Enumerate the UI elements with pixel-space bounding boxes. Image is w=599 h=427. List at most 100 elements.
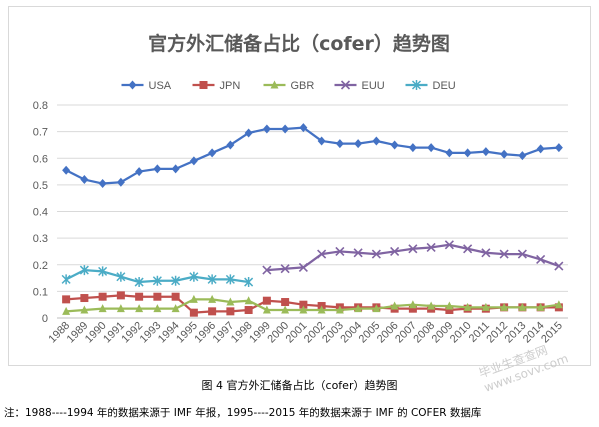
data-point bbox=[463, 148, 472, 158]
data-point bbox=[481, 302, 490, 311]
data-point bbox=[317, 305, 326, 314]
y-tick-label: 0.6 bbox=[33, 153, 48, 165]
data-point bbox=[98, 304, 107, 313]
data-point bbox=[518, 151, 527, 161]
data-point bbox=[317, 136, 326, 146]
data-point bbox=[390, 246, 400, 257]
data-point bbox=[536, 144, 545, 154]
data-point bbox=[481, 147, 490, 157]
data-point bbox=[299, 300, 308, 309]
data-point bbox=[536, 254, 546, 264]
data-point bbox=[134, 277, 144, 288]
data-point bbox=[135, 292, 144, 301]
data-point bbox=[189, 294, 198, 303]
legend-item: JPN bbox=[192, 80, 241, 92]
data-point bbox=[500, 149, 509, 159]
data-point bbox=[98, 292, 107, 301]
data-point bbox=[262, 124, 271, 134]
data-point bbox=[226, 307, 235, 316]
y-tick-label: 0.2 bbox=[33, 260, 48, 272]
data-point bbox=[244, 296, 253, 305]
data-point bbox=[171, 275, 181, 286]
data-point bbox=[262, 296, 271, 305]
data-point bbox=[135, 304, 144, 313]
data-point bbox=[244, 128, 253, 138]
data-point bbox=[335, 305, 344, 314]
data-point bbox=[554, 143, 563, 153]
series-usa bbox=[62, 123, 563, 189]
data-source-note: 注：1988----1994 年的数据来源于 IMF 年报，1995----20… bbox=[4, 407, 482, 419]
chart-title: 官方外汇储备占比（cofer）趋势图 bbox=[148, 32, 450, 55]
data-point bbox=[79, 265, 89, 276]
data-point bbox=[225, 274, 235, 285]
data-point bbox=[445, 301, 454, 310]
data-point bbox=[463, 244, 473, 254]
data-point bbox=[207, 274, 217, 285]
y-axis: 0 0.1 0.2 0.3 0.4 0.5 0.6 0.7 0.8 bbox=[33, 100, 48, 325]
data-point bbox=[463, 302, 472, 311]
data-point bbox=[226, 140, 235, 150]
series-euu bbox=[262, 240, 564, 275]
figure-caption: 图 4 官方外汇储备占比（cofer）趋势图 bbox=[201, 379, 398, 392]
data-point bbox=[116, 304, 125, 313]
data-point bbox=[128, 80, 137, 90]
legend-label: EUU bbox=[362, 80, 385, 92]
legend-label: GBR bbox=[291, 80, 315, 92]
series-layer bbox=[61, 123, 564, 317]
data-point bbox=[445, 148, 454, 158]
data-point bbox=[153, 292, 162, 301]
legend-item: EUU bbox=[334, 80, 385, 92]
data-point bbox=[408, 304, 417, 313]
data-point bbox=[189, 308, 198, 317]
series-line bbox=[66, 298, 560, 313]
data-point bbox=[208, 307, 217, 316]
data-point bbox=[244, 306, 253, 315]
data-point bbox=[189, 156, 198, 166]
data-point bbox=[335, 139, 344, 149]
data-point bbox=[62, 165, 71, 175]
legend-item: GBR bbox=[263, 80, 315, 92]
legend-item: USA bbox=[121, 80, 172, 92]
data-point bbox=[354, 304, 363, 313]
data-point bbox=[554, 300, 563, 309]
data-point bbox=[280, 264, 290, 274]
legend: USA JPN GBR EUU DEU bbox=[121, 80, 456, 92]
data-point bbox=[518, 302, 527, 311]
data-point bbox=[390, 301, 399, 310]
data-point bbox=[80, 294, 89, 303]
data-point bbox=[411, 80, 422, 90]
series-deu bbox=[61, 265, 254, 288]
gridlines bbox=[57, 104, 568, 319]
data-point bbox=[208, 148, 217, 158]
data-point bbox=[298, 262, 308, 272]
data-point bbox=[427, 301, 436, 310]
data-point bbox=[317, 249, 327, 259]
data-point bbox=[226, 297, 235, 306]
y-tick-label: 0.4 bbox=[33, 207, 48, 219]
legend-label: JPN bbox=[220, 80, 241, 92]
y-tick-label: 0.5 bbox=[33, 180, 48, 192]
data-point bbox=[481, 248, 491, 258]
data-point bbox=[116, 291, 125, 300]
data-point bbox=[116, 271, 126, 282]
data-point bbox=[408, 143, 417, 153]
data-point bbox=[517, 249, 527, 259]
data-point bbox=[536, 302, 545, 311]
data-point bbox=[372, 136, 381, 146]
data-point bbox=[354, 139, 363, 149]
legend-label: DEU bbox=[433, 80, 456, 92]
data-point bbox=[371, 249, 381, 259]
chart-area: 官方外汇储备占比（cofer）趋势图 USA JPN GBR EUU DEU 0 0.1 0… bbox=[8, 6, 591, 366]
data-point bbox=[281, 124, 290, 134]
data-point bbox=[62, 306, 71, 315]
data-point bbox=[500, 302, 509, 311]
data-point bbox=[80, 175, 89, 185]
y-tick-label: 0.8 bbox=[33, 100, 48, 112]
series-line bbox=[65, 126, 559, 185]
data-point bbox=[98, 179, 107, 189]
data-point bbox=[208, 294, 217, 303]
legend-label: USA bbox=[149, 80, 172, 92]
data-point bbox=[270, 80, 279, 89]
data-point bbox=[372, 304, 381, 313]
data-point bbox=[98, 266, 108, 277]
